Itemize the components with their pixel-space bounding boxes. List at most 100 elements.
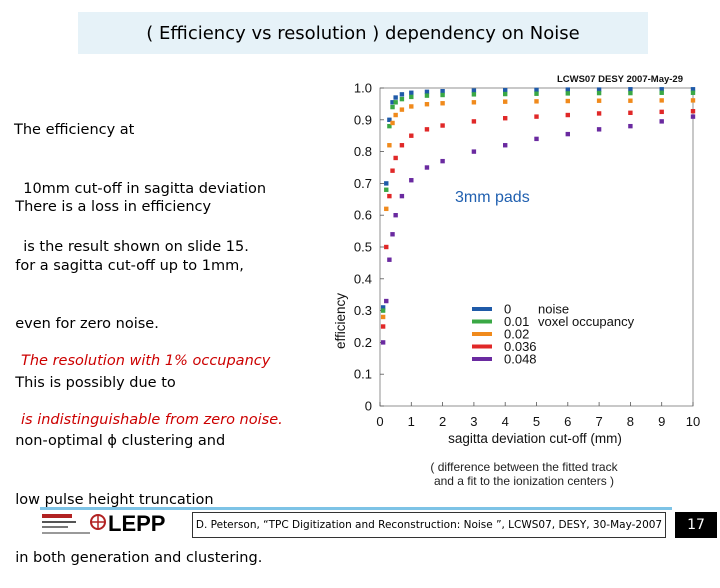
text-line: even for zero noise. — [6, 316, 159, 332]
data-point — [534, 99, 539, 104]
data-point — [690, 87, 696, 92]
chart-axes: 0 0.1 0.2 0.3 0.4 0.5 0.6 0.7 0.8 0.9 1.0 0 1 2 3 4 5 6 7 8… — [354, 81, 700, 430]
data-point — [690, 98, 696, 103]
data-point — [659, 87, 664, 92]
lepp-logo: LEPP — [40, 510, 180, 540]
legend-label: 0 — [504, 302, 511, 317]
x-tick-label: 5 — [533, 414, 540, 429]
data-point — [659, 98, 664, 103]
data-point — [628, 90, 633, 96]
data-point — [380, 340, 386, 345]
data-point — [596, 87, 602, 92]
chart-title: LCWS07 DESY 2007-May-29 — [557, 74, 683, 85]
y-tick-label: 0.7 — [354, 176, 372, 191]
data-point — [409, 133, 414, 138]
logo-icon — [42, 514, 106, 534]
data-point — [440, 88, 445, 94]
legend-label: 0.02 — [504, 327, 529, 342]
data-point — [596, 90, 602, 96]
data-point — [380, 314, 386, 320]
legend-label: 0.048 — [504, 352, 537, 367]
data-point — [424, 102, 430, 107]
data-point — [424, 93, 430, 98]
y-tick-label: 0.5 — [354, 240, 372, 255]
data-point — [399, 143, 405, 148]
data-point — [659, 90, 664, 95]
y-tick-label: 0.1 — [354, 367, 372, 382]
paragraph-resolution: The resolution with 1% occupancy is indi… — [21, 313, 283, 450]
data-point — [565, 87, 570, 92]
data-point — [393, 100, 398, 105]
page-number-text: 17 — [687, 517, 705, 533]
data-point — [534, 136, 539, 142]
citation-box: D. Peterson, “TPC Digitization and Recon… — [192, 512, 666, 538]
x-axis-label: sagitta deviation cut-off (mm) — [448, 431, 622, 446]
data-point — [387, 143, 392, 148]
y-tick-label: 1.0 — [354, 81, 372, 96]
data-point — [440, 123, 445, 128]
data-point — [503, 99, 508, 104]
data-point — [393, 213, 398, 218]
text-line: in both generation and clustering. — [6, 550, 263, 566]
data-point — [471, 119, 477, 124]
x-tick-label: 0 — [376, 414, 383, 429]
footnote-line: ( difference between the fitted track — [430, 460, 618, 474]
y-tick-label: 0.4 — [354, 271, 372, 286]
data-point — [384, 187, 389, 192]
data-point — [690, 114, 696, 119]
x-tick-label: 1 — [408, 414, 415, 429]
data-point — [380, 305, 386, 310]
data-point — [387, 193, 392, 199]
legend-title: noise — [538, 302, 569, 317]
x-tick-label: 2 — [439, 414, 446, 429]
text-line: for a sagitta cut-off up to 1mm, — [6, 257, 244, 274]
citation-text: D. Peterson, “TPC Digitization and Recon… — [195, 519, 663, 531]
data-point — [390, 168, 395, 173]
data-point — [387, 117, 392, 122]
data-point — [409, 94, 414, 100]
y-tick-label: 0.2 — [354, 335, 372, 350]
data-point — [565, 131, 570, 137]
x-tick-label: 9 — [658, 414, 665, 429]
data-point — [390, 120, 395, 126]
logo-text: LEPP — [108, 511, 166, 536]
text-line: This is possibly due to — [6, 374, 176, 391]
legend-title: voxel occupancy — [538, 314, 635, 329]
data-point — [384, 206, 389, 212]
data-point — [503, 143, 508, 148]
data-point — [628, 110, 633, 116]
data-point — [596, 111, 602, 116]
data-point — [380, 308, 386, 313]
paragraph-efficiency: The efficiency at 10mm cut-off in sagitt… — [14, 82, 266, 277]
data-point — [534, 91, 539, 96]
data-point — [399, 96, 405, 102]
data-point — [399, 107, 405, 112]
data-point — [690, 90, 696, 95]
data-point — [393, 112, 398, 118]
y-axis-label: efficiency — [333, 293, 348, 349]
data-point — [659, 109, 664, 115]
y-tick-label: 0.9 — [354, 112, 372, 127]
data-point — [503, 116, 508, 121]
data-point — [628, 87, 633, 92]
slide-title-box: ( Efficiency vs resolution ) dependency … — [78, 12, 648, 54]
legend-label: 0.036 — [504, 339, 537, 354]
y-tick-label: 0.6 — [354, 208, 372, 223]
chart-points — [380, 87, 696, 345]
data-point — [440, 101, 445, 106]
footnote-line: and a fit to the ionization centers ) — [433, 474, 615, 488]
text-line: There is a loss in efficiency — [6, 199, 212, 215]
y-tick-label: 0.8 — [354, 144, 372, 159]
data-point — [409, 104, 414, 109]
data-point — [565, 91, 570, 96]
data-point — [380, 324, 386, 329]
data-point — [565, 98, 570, 104]
data-point — [471, 88, 477, 93]
text-line: non-optimal ϕ clustering and — [6, 433, 226, 449]
data-point — [628, 123, 633, 129]
page-number: 17 — [675, 512, 717, 538]
data-point — [659, 119, 664, 124]
footnote: ( difference between the fitted track an… — [404, 460, 644, 488]
data-point — [628, 98, 633, 103]
